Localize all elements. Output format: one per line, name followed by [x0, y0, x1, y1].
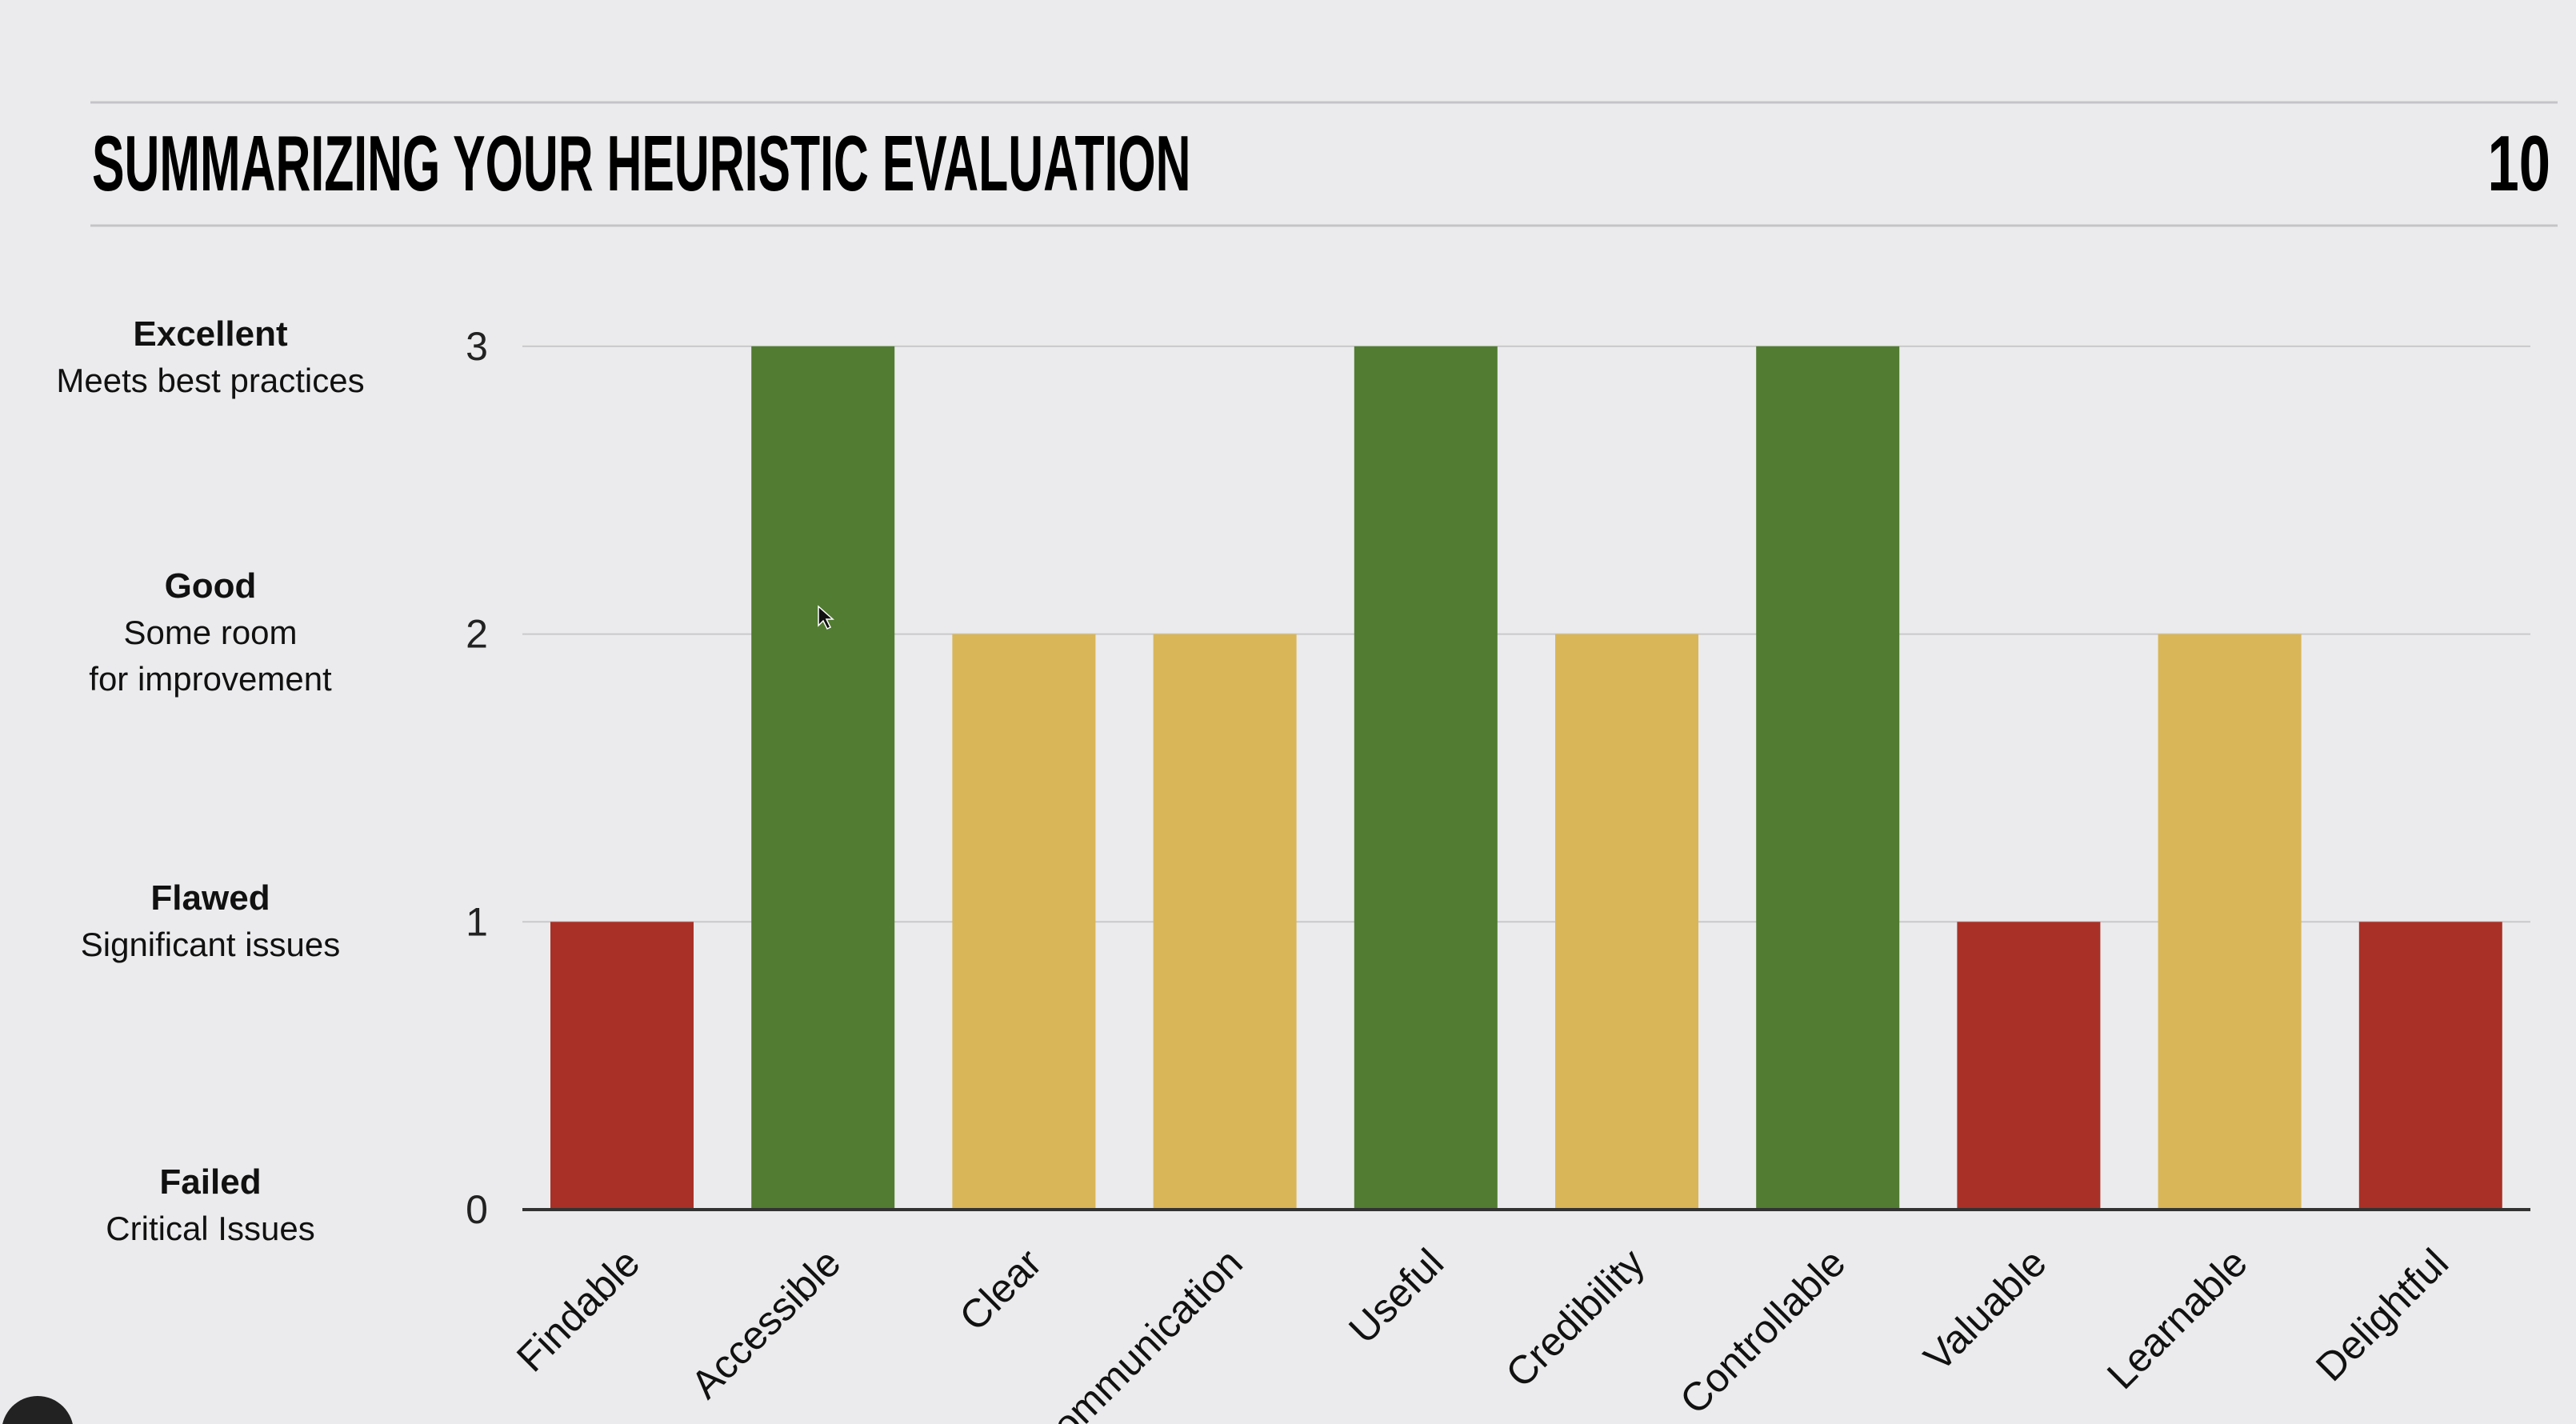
bar-credibility — [1555, 634, 1698, 1210]
bar-delightful — [2358, 922, 2502, 1210]
x-tick-label: Valuable — [1915, 1240, 2055, 1380]
page-number: 10 — [2488, 121, 2550, 208]
level-description: for improvement — [89, 660, 332, 698]
x-tick-label: Findable — [508, 1240, 648, 1380]
mouse-cursor-icon — [818, 605, 834, 630]
x-tick-label: Communication — [1023, 1240, 1251, 1424]
level-description: Some room — [123, 614, 297, 651]
bars — [550, 346, 2502, 1210]
x-tick-label: Delightful — [2307, 1240, 2457, 1390]
x-tick-label: Useful — [1340, 1240, 1452, 1352]
y-tick-label: 0 — [466, 1187, 488, 1232]
bar-controllable — [1756, 346, 1900, 1210]
y-tick-labels: 0 1 2 3 — [466, 324, 488, 1232]
x-tick-label: Controllable — [1671, 1240, 1854, 1422]
level-description: Significant issues — [81, 926, 341, 963]
y-tick-label: 1 — [466, 899, 488, 944]
bar-useful — [1354, 346, 1498, 1210]
x-tick-label: Credibility — [1497, 1240, 1653, 1396]
x-tick-label: Clear — [951, 1240, 1050, 1339]
level-description: Critical Issues — [106, 1210, 314, 1247]
bar-accessible — [751, 346, 895, 1210]
rating-levels: Excellent Meets best practices Good Some ro… — [56, 314, 364, 1247]
bar-communication — [1153, 634, 1297, 1210]
slide-title: SUMMARIZING YOUR HEURISTIC EVALUATION — [92, 120, 1191, 207]
bar-learnable — [2158, 634, 2302, 1210]
y-tick-label: 3 — [466, 324, 488, 369]
level-description: Meets best practices — [56, 362, 364, 399]
level-name: Flawed — [150, 878, 270, 918]
x-tick-label: Learnable — [2098, 1240, 2256, 1398]
level-name: Excellent — [133, 314, 288, 354]
bar-findable — [550, 922, 694, 1210]
y-tick-label: 2 — [466, 612, 488, 657]
level-name: Failed — [159, 1162, 261, 1202]
bar-clear — [952, 634, 1096, 1210]
level-name: Good — [165, 566, 257, 606]
bar-valuable — [1957, 922, 2101, 1210]
recording-indicator-icon — [2, 1396, 73, 1424]
x-tick-label: Accessible — [682, 1240, 850, 1407]
